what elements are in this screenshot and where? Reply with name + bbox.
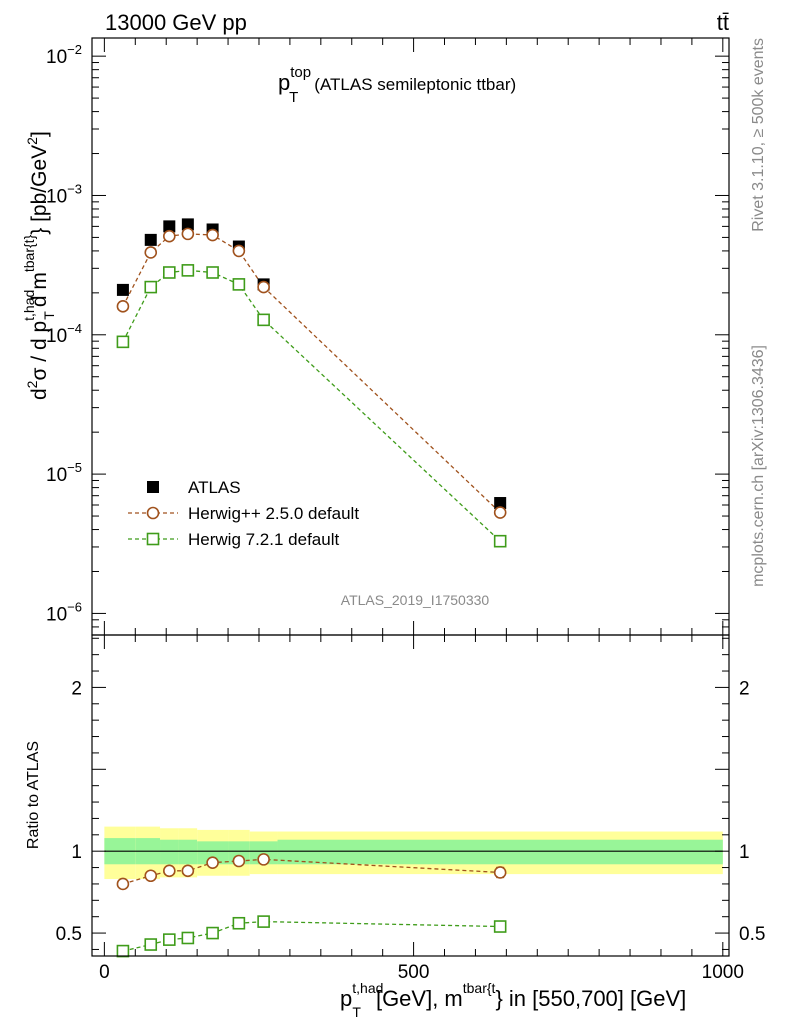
ratio-y-tick-label-left: 1 (71, 842, 82, 863)
ratio-frame (91, 634, 730, 957)
main-panel: 10−6 10−5 10−4 10−3 10−2 ptop T(ATLAS semilep… (21, 37, 730, 636)
main-y-tick-label: 10−4 (46, 321, 82, 347)
ratio-band-inner (178, 839, 198, 865)
main-point-herwig7 (257, 313, 270, 327)
main-point-herwig7 (163, 266, 176, 279)
ratio-point-herwigpp (493, 866, 507, 879)
legend-label: Herwig 7.2.1 default (188, 530, 339, 549)
ratio-point-herwigpp (181, 864, 195, 878)
ratio-y-tick-label-left: 2 (71, 678, 82, 699)
legend-label: ATLAS (188, 478, 241, 497)
ratio-uncertainty-bands (104, 826, 723, 880)
main-point-herwig7 (206, 266, 219, 279)
main-y-axis-label: d2σ / d pt,had Td mtbar{t}} [pb/GeV2] (21, 131, 57, 400)
main-point-atlas (163, 220, 176, 233)
ratio-point-herwig7 (257, 915, 270, 928)
ratio-y-tick-label-right: 2 (739, 678, 750, 699)
legend-label: Herwig++ 2.5.0 default (188, 504, 359, 523)
main-point-herwigpp (493, 506, 507, 519)
ratio-band-inner (197, 841, 229, 865)
main-series-line-1 (122, 233, 501, 513)
x-tick-label: 1000 (702, 962, 744, 983)
ratio-y-tick-label-left: 0.5 (56, 924, 82, 945)
ratio-point-herwigpp (257, 853, 270, 866)
ratio-point-herwig7 (206, 926, 219, 940)
x-tick-label: 500 (398, 962, 430, 983)
ratio-panel: 0.5 0.5 1 1 2 2 0 500 1000 Ratio to ATLAS pt,had… (25, 634, 765, 1020)
x-tick-label: 0 (99, 962, 110, 983)
ratio-series-line-0 (122, 858, 501, 885)
main-point-herwigpp (181, 227, 195, 241)
main-y-tick-label: 10−3 (46, 181, 82, 207)
main-point-herwig7 (116, 335, 130, 349)
main-y-tick-label: 10−2 (46, 42, 82, 68)
main-y-tick-label: 10−6 (46, 599, 82, 625)
main-point-herwig7 (493, 534, 507, 548)
legend-marker (146, 532, 160, 546)
main-point-herwig7 (181, 264, 195, 277)
rivet-label: Rivet 3.1.10, ≥ 500k events (750, 38, 767, 232)
main-y-tick-label: 10−5 (46, 460, 82, 486)
ratio-axis-ticks: 0.5 0.5 1 1 2 2 0 500 1000 (56, 635, 765, 983)
legend-marker (147, 481, 159, 493)
x-axis-label: pt,had T[GeV], mtbar{t} in [550,700] [GeV… (340, 980, 686, 1020)
ratio-point-herwig7 (493, 920, 507, 933)
legend: ATLAS Herwig++ 2.5.0 default Herwig 7.2.1 … (128, 478, 359, 549)
ratio-point-herwig7 (163, 933, 176, 946)
ratio-point-herwigpp (116, 877, 130, 891)
mcplots-label: mcplots.cern.ch [arXiv:1306.3436] (750, 345, 767, 587)
main-point-atlas (144, 233, 157, 246)
process-label: tt̄ (717, 10, 729, 35)
energy-label: 13000 GeV pp (105, 10, 247, 35)
ratio-point-herwig7 (116, 944, 130, 958)
ratio-point-herwigpp (144, 869, 158, 883)
main-point-herwigpp (257, 280, 270, 294)
main-point-atlas (116, 283, 129, 296)
ratio-point-herwigpp (163, 864, 176, 878)
ratio-point-herwig7 (144, 938, 158, 951)
ratio-band-inner (277, 839, 723, 865)
ratio-band-inner (160, 839, 179, 865)
ratio-point-herwigpp (232, 854, 246, 868)
main-point-herwigpp (144, 246, 158, 259)
main-point-herwig7 (232, 278, 246, 291)
ratio-point-herwig7 (181, 931, 195, 945)
main-point-herwig7 (144, 280, 158, 294)
ratio-band-inner (249, 841, 278, 865)
ratio-y-tick-label-right: 0.5 (739, 924, 765, 945)
ratio-point-herwig7 (232, 916, 246, 930)
ratio-series-line-1 (122, 920, 501, 952)
plot-title: ptop T(ATLAS semileptonic ttbar) (278, 64, 516, 106)
ratio-point-herwigpp (206, 856, 219, 869)
ratio-y-tick-label-right: 1 (739, 842, 750, 863)
main-point-atlas (181, 218, 194, 231)
main-point-herwigpp (163, 229, 176, 243)
main-point-herwigpp (116, 300, 130, 313)
main-data-marks (116, 218, 507, 548)
ratio-y-axis-label: Ratio to ATLAS (25, 741, 42, 849)
main-point-herwigpp (206, 228, 219, 242)
analysis-label: ATLAS_2019_I1750330 (341, 592, 490, 608)
main-point-atlas (494, 497, 507, 510)
legend-marker (146, 506, 160, 520)
main-series-line-2 (122, 269, 501, 542)
main-point-herwigpp (232, 244, 246, 258)
main-axis-ticks: 10−6 10−5 10−4 10−3 10−2 (46, 38, 729, 636)
ratio-data-marks (116, 853, 507, 958)
